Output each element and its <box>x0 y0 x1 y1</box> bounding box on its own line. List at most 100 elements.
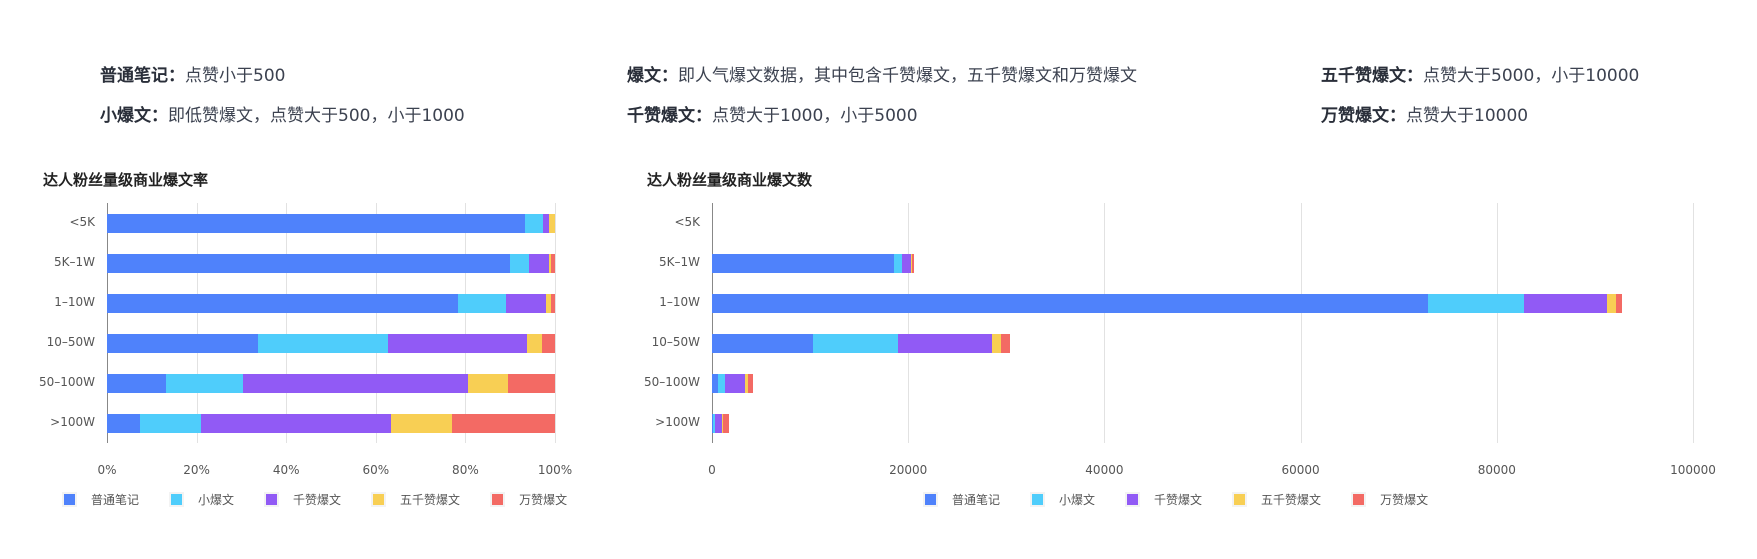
legend-swatch-icon <box>1125 492 1141 507</box>
bar-segment[interactable] <box>524 213 544 233</box>
y-category-label: 1–10W <box>659 295 700 309</box>
bar-row[interactable] <box>107 213 555 233</box>
x-tick-label: 20% <box>183 463 210 477</box>
bar-segment[interactable] <box>467 373 509 393</box>
x-tick-label: 40000 <box>1085 463 1124 477</box>
bar-row[interactable] <box>712 253 1693 273</box>
bar-segment[interactable] <box>505 293 546 313</box>
gridline <box>1300 203 1302 443</box>
bar-segment[interactable] <box>542 333 555 353</box>
bar-row[interactable] <box>712 293 1693 313</box>
bar-row[interactable] <box>107 253 555 273</box>
legend-item[interactable]: 小爆文 <box>1030 491 1095 508</box>
bar-row[interactable] <box>107 413 555 433</box>
legend-item[interactable]: 万赞爆文 <box>490 491 567 508</box>
bar-row[interactable] <box>712 373 1693 393</box>
bar-segment[interactable] <box>902 253 912 273</box>
bar-segment[interactable] <box>712 293 1429 313</box>
bar-segment[interactable] <box>107 373 166 393</box>
x-tick-label: 80000 <box>1477 463 1516 477</box>
x-tick-label: 60% <box>362 463 390 477</box>
legend-item[interactable]: 五千赞爆文 <box>1232 491 1321 508</box>
bar-segment[interactable] <box>991 333 1002 353</box>
bar-segment[interactable] <box>712 373 718 393</box>
y-axis-line <box>107 203 108 443</box>
legend-item[interactable]: 小爆文 <box>169 491 234 508</box>
y-category-label: >100W <box>50 415 95 429</box>
legend-item[interactable]: 普通笔记 <box>62 491 139 508</box>
gridline <box>1104 203 1106 443</box>
bar-segment[interactable] <box>1001 333 1011 353</box>
bar-segment[interactable] <box>551 253 555 273</box>
y-axis-line <box>712 203 713 443</box>
bar-segment[interactable] <box>911 253 913 273</box>
bar-segment[interactable] <box>712 333 814 353</box>
bar-row[interactable] <box>107 373 555 393</box>
bar-segment[interactable] <box>714 413 722 433</box>
bar-segment[interactable] <box>1606 293 1616 313</box>
bar-row[interactable] <box>107 333 555 353</box>
gridline <box>555 203 556 443</box>
bar-row[interactable] <box>712 413 1693 433</box>
bar-segment[interactable] <box>549 213 555 233</box>
bar-segment[interactable] <box>549 253 552 273</box>
bar-segment[interactable] <box>748 373 754 393</box>
definition-desc: 即低赞爆文，点赞大于500，小于1000 <box>168 106 465 126</box>
bar-segment[interactable] <box>813 333 899 353</box>
bar-segment[interactable] <box>745 373 749 393</box>
bar-segment[interactable] <box>257 333 388 353</box>
x-tick-label: 0% <box>97 463 117 477</box>
legend-item[interactable]: 千赞爆文 <box>264 491 341 508</box>
bar-segment[interactable] <box>107 253 511 273</box>
y-category-label: >100W <box>655 415 700 429</box>
bar-segment[interactable] <box>526 333 542 353</box>
bar-segment[interactable] <box>717 373 725 393</box>
bar-segment[interactable] <box>1615 293 1623 313</box>
definition-term: 普通笔记： <box>100 66 185 86</box>
legend-item[interactable]: 万赞爆文 <box>1351 491 1428 508</box>
bar-segment[interactable] <box>724 373 746 393</box>
bar-segment[interactable] <box>712 413 713 433</box>
bar-segment[interactable] <box>451 413 555 433</box>
definition-desc: 点赞大于10000 <box>1406 106 1529 126</box>
bar-segment[interactable] <box>912 253 915 273</box>
bar-row[interactable] <box>712 214 1693 233</box>
bar-segment[interactable] <box>721 413 723 433</box>
legend-swatch-icon <box>62 492 77 507</box>
bar-segment[interactable] <box>722 413 729 433</box>
definition-term: 千赞爆文： <box>627 106 712 126</box>
bar-segment[interactable] <box>165 373 243 393</box>
bar-segment[interactable] <box>107 213 525 233</box>
y-category-label: 10–50W <box>46 335 95 349</box>
bar-segment[interactable] <box>712 253 895 273</box>
bar-segment[interactable] <box>140 413 201 433</box>
legend-label: 小爆文 <box>198 493 235 507</box>
bar-segment[interactable] <box>242 373 468 393</box>
bar-row[interactable] <box>712 333 1693 353</box>
bar-segment[interactable] <box>107 413 141 433</box>
legend-item[interactable]: 五千赞爆文 <box>371 491 460 508</box>
bar-segment[interactable] <box>545 293 552 313</box>
legend-swatch-icon <box>371 492 387 507</box>
bar-segment[interactable] <box>387 333 527 353</box>
bar-segment[interactable] <box>1524 293 1607 313</box>
bar-segment[interactable] <box>543 213 550 233</box>
bar-segment[interactable] <box>894 253 903 273</box>
bar-segment[interactable] <box>200 413 392 433</box>
bar-segment[interactable] <box>391 413 452 433</box>
bar-row[interactable] <box>107 293 555 313</box>
rate-chart-plot: 0% 20% 40% 60% 80% 100% <5K 5K–1W 1–10W 10–50W 50–… <box>39 203 572 477</box>
bar-segment[interactable] <box>551 293 555 313</box>
bar-segment[interactable] <box>510 253 529 273</box>
legend-item[interactable]: 普通笔记 <box>923 491 1000 508</box>
bar-segment[interactable] <box>898 333 992 353</box>
bar-segment[interactable] <box>508 373 555 393</box>
bar-segment[interactable] <box>712 413 715 433</box>
x-tick-label: 80% <box>452 463 479 477</box>
legend-item[interactable]: 千赞爆文 <box>1125 491 1202 508</box>
bar-segment[interactable] <box>458 293 506 313</box>
bar-segment[interactable] <box>107 293 459 313</box>
bar-segment[interactable] <box>529 253 550 273</box>
bar-segment[interactable] <box>107 333 258 353</box>
bar-segment[interactable] <box>1428 293 1525 313</box>
